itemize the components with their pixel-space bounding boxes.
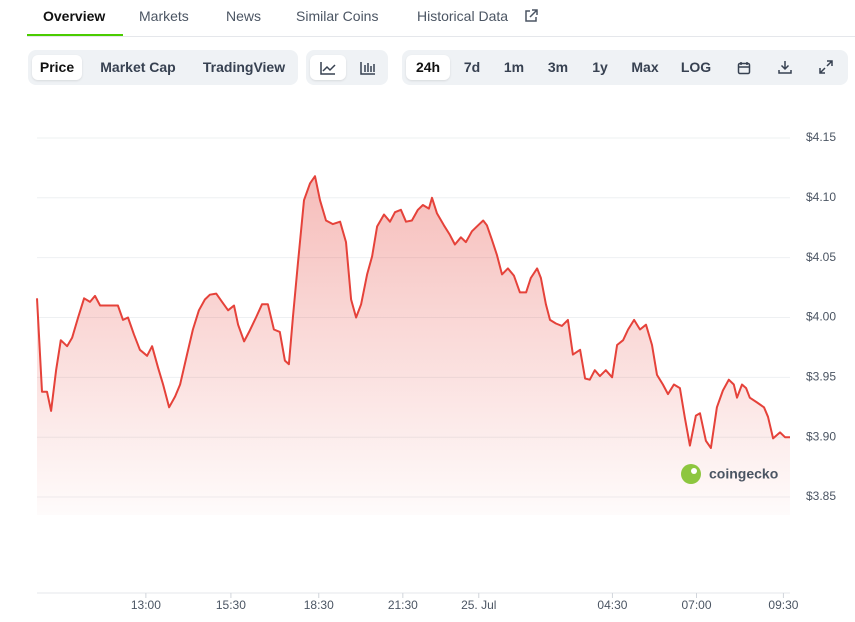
active-underline: [27, 34, 123, 36]
price-area: [37, 176, 790, 515]
y-tick-label: $4.05: [806, 250, 836, 264]
candle-style-button[interactable]: [350, 55, 386, 80]
range-button[interactable]: 24h: [406, 55, 450, 80]
x-tick-label: 18:30: [304, 598, 334, 612]
range-button[interactable]: 7d: [463, 59, 481, 75]
tab-bar: Overview Markets News Similar Coins Hist…: [27, 0, 855, 37]
range-button[interactable]: 1m: [503, 59, 525, 75]
mode-button[interactable]: Market Cap: [100, 59, 176, 75]
range-group: 24h 7d 1m 3m 1y Max LOG: [402, 50, 848, 85]
x-tick-label: 04:30: [597, 598, 627, 612]
x-tick-label: 25. Jul: [461, 598, 496, 612]
tab[interactable]: News: [226, 8, 262, 24]
mode-button[interactable]: TradingView: [202, 59, 286, 75]
mode-button[interactable]: Price: [32, 55, 82, 80]
download-icon[interactable]: [778, 60, 792, 74]
tab[interactable]: Markets: [139, 8, 189, 24]
tab[interactable]: Overview: [43, 8, 106, 24]
line-style-button[interactable]: [310, 55, 346, 80]
y-tick-label: $4.10: [806, 190, 836, 204]
watermark-text: coingecko: [709, 466, 778, 482]
range-button[interactable]: 1y: [592, 59, 608, 75]
y-tick-label: $3.95: [806, 370, 836, 384]
x-tick-label: 07:00: [681, 598, 711, 612]
range-button[interactable]: Max: [631, 59, 659, 75]
style-group: [306, 50, 388, 85]
range-button[interactable]: LOG: [680, 59, 712, 75]
x-tick-label: 13:00: [131, 598, 161, 612]
tab[interactable]: Similar Coins: [296, 8, 379, 24]
x-tick-label: 09:30: [768, 598, 798, 612]
x-tick-label: 21:30: [388, 598, 418, 612]
external-icon: [525, 9, 538, 22]
mode-group: Price Market Cap TradingView: [28, 50, 298, 85]
calendar-icon[interactable]: [737, 61, 751, 75]
watermark: coingecko: [681, 464, 778, 484]
x-tick-label: 15:30: [216, 598, 246, 612]
y-tick-label: $3.85: [806, 489, 836, 503]
range-button[interactable]: 3m: [547, 59, 569, 75]
y-tick-label: $3.90: [806, 429, 836, 443]
fullscreen-icon[interactable]: [819, 60, 833, 74]
y-tick-label: $4.00: [806, 310, 836, 324]
price-line: [36, 175, 790, 449]
y-tick-label: $4.15: [806, 130, 836, 144]
tab[interactable]: Historical Data: [417, 8, 509, 24]
